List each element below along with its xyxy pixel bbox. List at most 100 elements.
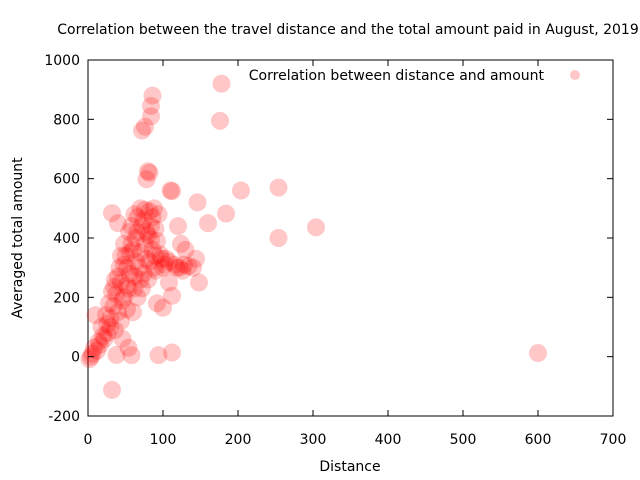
scatter-point	[95, 329, 114, 348]
scatter-point	[142, 96, 160, 115]
scatter-point	[92, 318, 111, 336]
scatter-point	[109, 303, 127, 322]
scatter-point	[98, 323, 117, 342]
legend: Correlation between distance and amount	[249, 68, 580, 84]
scatter-point	[131, 243, 150, 262]
scatter-point	[167, 258, 186, 277]
scatter-point	[151, 245, 169, 264]
scatter-point	[113, 291, 132, 310]
scatter-point	[137, 249, 156, 268]
scatter-point	[140, 202, 159, 221]
scatter-point	[115, 234, 133, 253]
scatter-point	[89, 332, 108, 351]
scatter-point	[137, 170, 156, 189]
x-tick-label: 300	[300, 432, 327, 448]
points-layer	[80, 74, 547, 399]
scatter-point	[106, 270, 124, 289]
scatter-point	[163, 343, 181, 362]
scatter-point	[136, 200, 154, 219]
scatter-point	[136, 234, 154, 253]
scatter-point	[163, 286, 181, 305]
scatter-point	[137, 223, 156, 242]
scatter-point	[143, 86, 162, 105]
scatter-point	[103, 204, 121, 223]
scatter-point	[107, 285, 126, 304]
scatter-point	[307, 218, 325, 237]
scatter-point	[169, 217, 187, 236]
scatter-point	[112, 273, 130, 292]
scatter-point	[118, 276, 136, 295]
scatter-point	[143, 208, 162, 227]
scatter-point	[190, 273, 208, 292]
x-axis-label: Distance	[319, 459, 380, 475]
scatter-point	[118, 300, 136, 319]
scatter-point	[115, 288, 133, 307]
plot-area: 0 100 200 300 400 500 600 700-20002004006008001…	[44, 53, 626, 448]
scatter-point	[136, 117, 154, 136]
scatter-point	[116, 246, 135, 265]
legend-label: Correlation between distance and amount	[249, 68, 545, 84]
scatter-point	[211, 111, 229, 130]
chart-title: Correlation between the travel distance …	[57, 22, 638, 38]
y-axis-label: Averaged total amount	[10, 157, 26, 319]
scatter-point	[80, 350, 99, 369]
scatter-point	[101, 318, 120, 336]
scatter-point	[131, 199, 150, 218]
scatter-point	[134, 264, 153, 283]
scatter-point	[184, 258, 202, 277]
scatter-point	[161, 181, 180, 200]
scatter-point	[128, 208, 147, 227]
scatter-point	[124, 303, 142, 322]
scatter-point	[188, 193, 207, 212]
scatter-point	[121, 243, 139, 262]
scatter-point	[106, 320, 124, 339]
scatter-point	[109, 267, 127, 286]
plot-frame	[87, 59, 614, 417]
scatter-point	[91, 335, 109, 354]
legend-marker	[570, 70, 580, 80]
y-tick-label: -200	[48, 409, 80, 425]
scatter-point	[115, 255, 133, 274]
scatter-point	[155, 255, 174, 274]
scatter-point	[175, 255, 193, 274]
scatter-point	[142, 217, 160, 236]
scatter-point	[146, 246, 165, 265]
scatter-point	[107, 345, 126, 364]
scatter-point	[199, 214, 217, 233]
scatter-point	[149, 346, 168, 365]
scatter-point	[134, 211, 153, 230]
scatter-point	[122, 217, 141, 236]
scatter-point	[140, 252, 159, 271]
scatter-point	[152, 249, 171, 268]
scatter-point	[145, 258, 163, 277]
x-tick-label: 600	[525, 432, 552, 448]
scatter-point	[101, 309, 120, 328]
scatter-point	[125, 267, 144, 286]
scatter-point	[146, 220, 165, 239]
y-tick-label: 800	[53, 112, 80, 128]
scatter-point	[179, 257, 198, 276]
scatter-point	[113, 329, 132, 348]
y-tick-label: 200	[53, 290, 80, 306]
scatter-point	[88, 341, 106, 360]
scatter-point	[166, 255, 184, 274]
scatter-point	[103, 282, 121, 301]
scatter-point	[148, 294, 166, 313]
scatter-point	[124, 240, 142, 259]
scatter-point	[160, 252, 178, 271]
y-tick-label: 600	[53, 172, 80, 188]
scatter-point	[163, 182, 181, 201]
ticks-layer: 0 100 200 300 400 500 600 700-20002004006008001…	[44, 53, 626, 448]
y-tick-label: 400	[53, 231, 80, 247]
scatter-point	[143, 240, 162, 259]
scatter-point	[133, 217, 151, 236]
scatter-point	[122, 234, 141, 253]
scatter-point	[133, 279, 151, 298]
scatter-point	[100, 294, 118, 313]
scatter-point	[529, 344, 547, 363]
scatter-point	[94, 326, 112, 345]
scatter-point	[128, 223, 147, 242]
y-tick-label: 0	[71, 350, 80, 366]
scatter-point	[122, 346, 141, 365]
